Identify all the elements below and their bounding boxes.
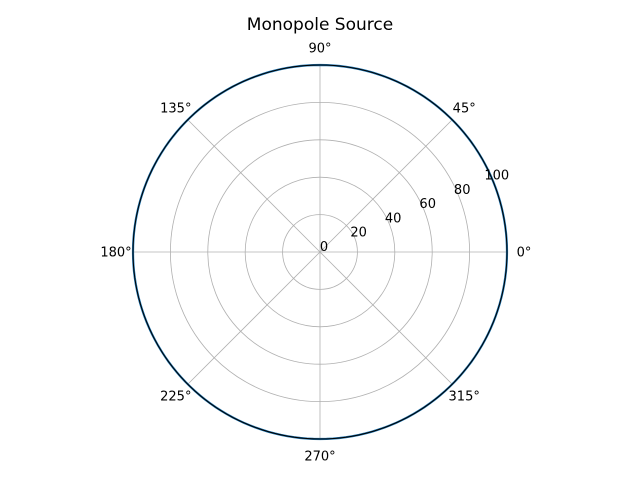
r-tick-label-2: 40 [385, 211, 402, 226]
theta-gridline-1 [319, 119, 453, 253]
chart-title: Monopole Source [247, 15, 393, 35]
r-tick-label-3: 60 [419, 197, 436, 212]
theta-tick-label-7: 315° [449, 390, 480, 405]
theta-tick-labels: 0° 45° 90° 135° 180° 225° 270° 315° [100, 42, 531, 465]
theta-gridline-7 [319, 251, 453, 385]
polar-grid [133, 65, 507, 439]
theta-gridline-5 [187, 251, 321, 385]
polar-outer-frame [132, 64, 508, 440]
theta-gridline-3 [187, 119, 321, 253]
theta-tick-label-1: 45° [453, 101, 476, 116]
polar-frame [132, 64, 508, 440]
r-tick-labels: 0 20 40 60 80 100 [320, 168, 509, 255]
theta-tick-label-6: 270° [304, 450, 335, 465]
r-tick-label-4: 80 [454, 183, 471, 198]
theta-tick-label-0: 0° [517, 246, 532, 261]
theta-tick-label-3: 135° [160, 101, 191, 116]
theta-tick-label-4: 180° [100, 246, 131, 261]
r-tick-label-1: 20 [350, 226, 367, 241]
r-tick-label-5: 100 [484, 168, 509, 183]
theta-tick-label-5: 225° [160, 390, 191, 405]
r-tick-label-0: 0 [320, 240, 328, 255]
theta-tick-label-2: 90° [308, 42, 331, 57]
